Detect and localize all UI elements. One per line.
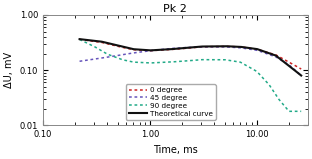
- Theoretical curve: [183, 47, 187, 49]
- Title: Pk 2: Pk 2: [163, 4, 187, 14]
- Legend: 0 degree, 45 degree, 90 degree, Theoretical curve: 0 degree, 45 degree, 90 degree, Theoreti…: [126, 84, 216, 120]
- 90 degree: [299, 110, 303, 112]
- 45 degree: [299, 75, 303, 76]
- 45 degree: [295, 70, 298, 72]
- 0 degree: [299, 68, 303, 70]
- 45 degree: [260, 51, 264, 53]
- 45 degree: [199, 46, 203, 48]
- 45 degree: [210, 46, 214, 48]
- 0 degree: [294, 65, 298, 67]
- 90 degree: [184, 60, 188, 62]
- Theoretical curve: [299, 75, 303, 76]
- Theoretical curve: [197, 46, 201, 48]
- 90 degree: [287, 110, 291, 112]
- 90 degree: [295, 110, 298, 112]
- 45 degree: [183, 47, 187, 48]
- 45 degree: [197, 46, 201, 48]
- 0 degree: [197, 46, 201, 48]
- Theoretical curve: [78, 38, 81, 40]
- Y-axis label: ΔU, mV: ΔU, mV: [4, 52, 14, 88]
- 45 degree: [78, 60, 81, 62]
- Theoretical curve: [294, 70, 298, 72]
- 90 degree: [259, 75, 263, 77]
- 45 degree: [184, 47, 188, 48]
- Theoretical curve: [210, 45, 213, 47]
- 90 degree: [78, 38, 81, 40]
- 0 degree: [259, 50, 263, 52]
- Line: 0 degree: 0 degree: [80, 39, 301, 69]
- X-axis label: Time, ms: Time, ms: [153, 145, 198, 155]
- 0 degree: [184, 47, 188, 49]
- 90 degree: [210, 59, 213, 61]
- 0 degree: [183, 47, 187, 49]
- Theoretical curve: [259, 50, 263, 52]
- 0 degree: [78, 38, 81, 40]
- Theoretical curve: [184, 47, 188, 49]
- 90 degree: [197, 59, 201, 61]
- Line: Theoretical curve: Theoretical curve: [80, 39, 301, 76]
- 0 degree: [210, 46, 213, 48]
- Line: 90 degree: 90 degree: [80, 39, 301, 111]
- 90 degree: [183, 60, 187, 62]
- Line: 45 degree: 45 degree: [80, 47, 301, 76]
